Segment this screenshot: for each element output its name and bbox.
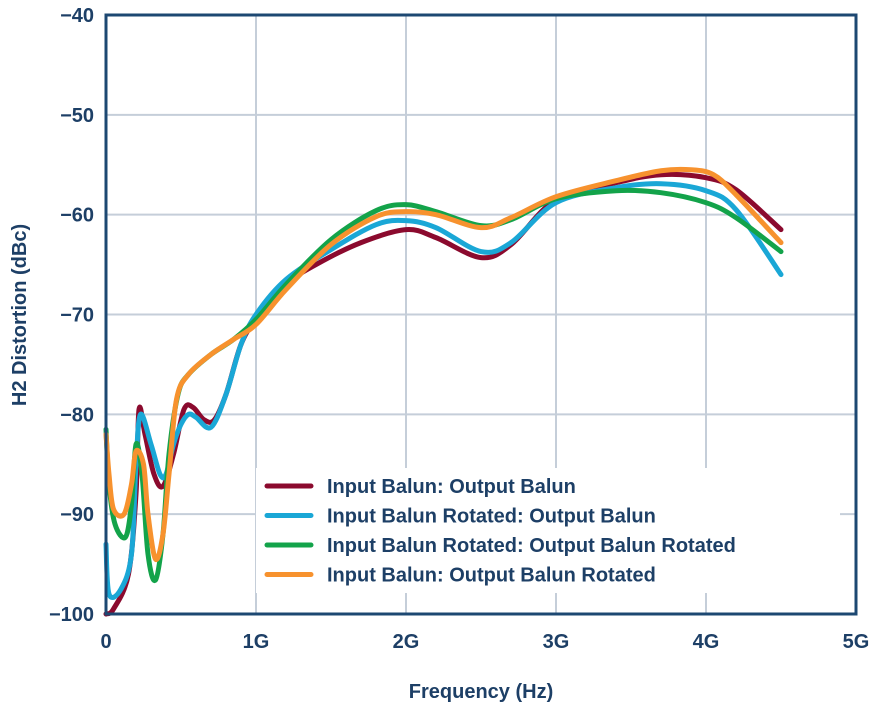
legend: Input Balun: Output Balun Input Balun Rot…: [256, 468, 840, 593]
x-tick-label: 0: [100, 631, 111, 653]
x-tick-label: 5G: [843, 631, 870, 653]
y-tick-label: −40: [60, 5, 94, 27]
x-tick-label: 4G: [693, 631, 720, 653]
legend-label: Input Balun Rotated: Output Balun Rotate…: [327, 535, 736, 557]
legend-label: Input Balun: Output Balun Rotated: [327, 565, 656, 587]
x-tick-label: 2G: [393, 631, 420, 653]
legend-background: [256, 468, 840, 593]
series-lines: [103, 166, 784, 617]
x-tick-label: 3G: [543, 631, 570, 653]
y-tick-label: −60: [60, 205, 94, 227]
plot-frame: [104, 13, 858, 616]
x-tick-labels: 0 1G 2G 3G 4G 5G: [100, 631, 869, 653]
series-line-4: [103, 166, 784, 563]
x-axis-label: Frequency (Hz): [409, 681, 553, 703]
x-tick-label: 1G: [243, 631, 270, 653]
legend-label: Input Balun: Output Balun: [327, 476, 576, 498]
y-tick-label: −50: [60, 105, 94, 127]
y-axis-label: H2 Distortion (dBc): [9, 224, 31, 406]
y-tick-label: −80: [60, 404, 94, 426]
legend-label: Input Balun Rotated: Output Balun: [327, 506, 656, 528]
y-tick-label: −100: [49, 604, 94, 626]
y-tick-labels: −100 −90 −80 −70 −60 −50 −40: [49, 5, 94, 626]
y-tick-label: −90: [60, 504, 94, 526]
y-tick-label: −70: [60, 305, 94, 327]
